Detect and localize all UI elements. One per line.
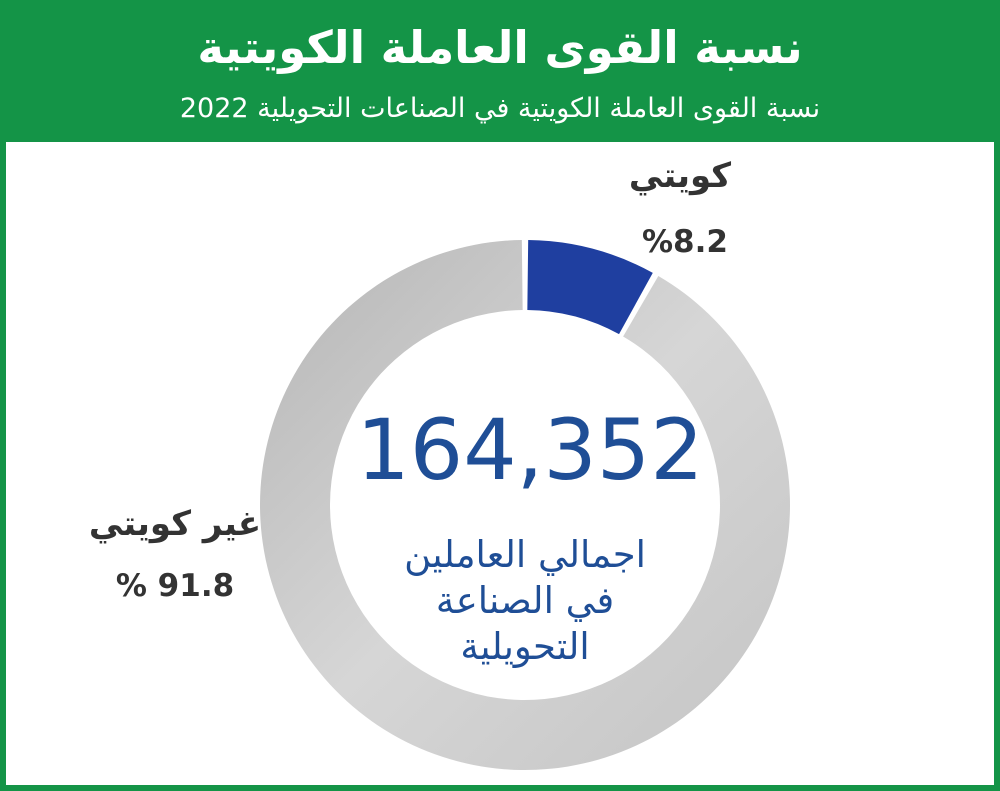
slice-value-kuwaiti: %8.2 <box>642 224 728 260</box>
caption-line-3: التحويلية <box>460 625 590 668</box>
title-banner: نسبة القوى العاملة الكويتية نسبة القوى ا… <box>6 6 994 142</box>
slice-non-kuwaiti <box>260 240 791 771</box>
total-workers-caption: اجمالي العاملين في الصناعة التحويلية <box>360 532 690 670</box>
slice-label-non-kuwaiti: غير كويتي <box>88 504 262 544</box>
slice-value-non-kuwaiti: % 91.8 <box>115 568 235 604</box>
slice-kuwaiti <box>527 240 653 335</box>
chart-subtitle: نسبة القوى العاملة الكويتية في الصناعات … <box>179 93 821 124</box>
caption-line-1: اجمالي العاملين <box>404 533 646 576</box>
chart-title: نسبة القوى العاملة الكويتية <box>197 21 803 74</box>
caption-line-2: في الصناعة <box>435 579 615 622</box>
slice-label-kuwaiti: كويتي <box>628 156 732 196</box>
total-workers-value: 164,352 <box>356 401 704 499</box>
